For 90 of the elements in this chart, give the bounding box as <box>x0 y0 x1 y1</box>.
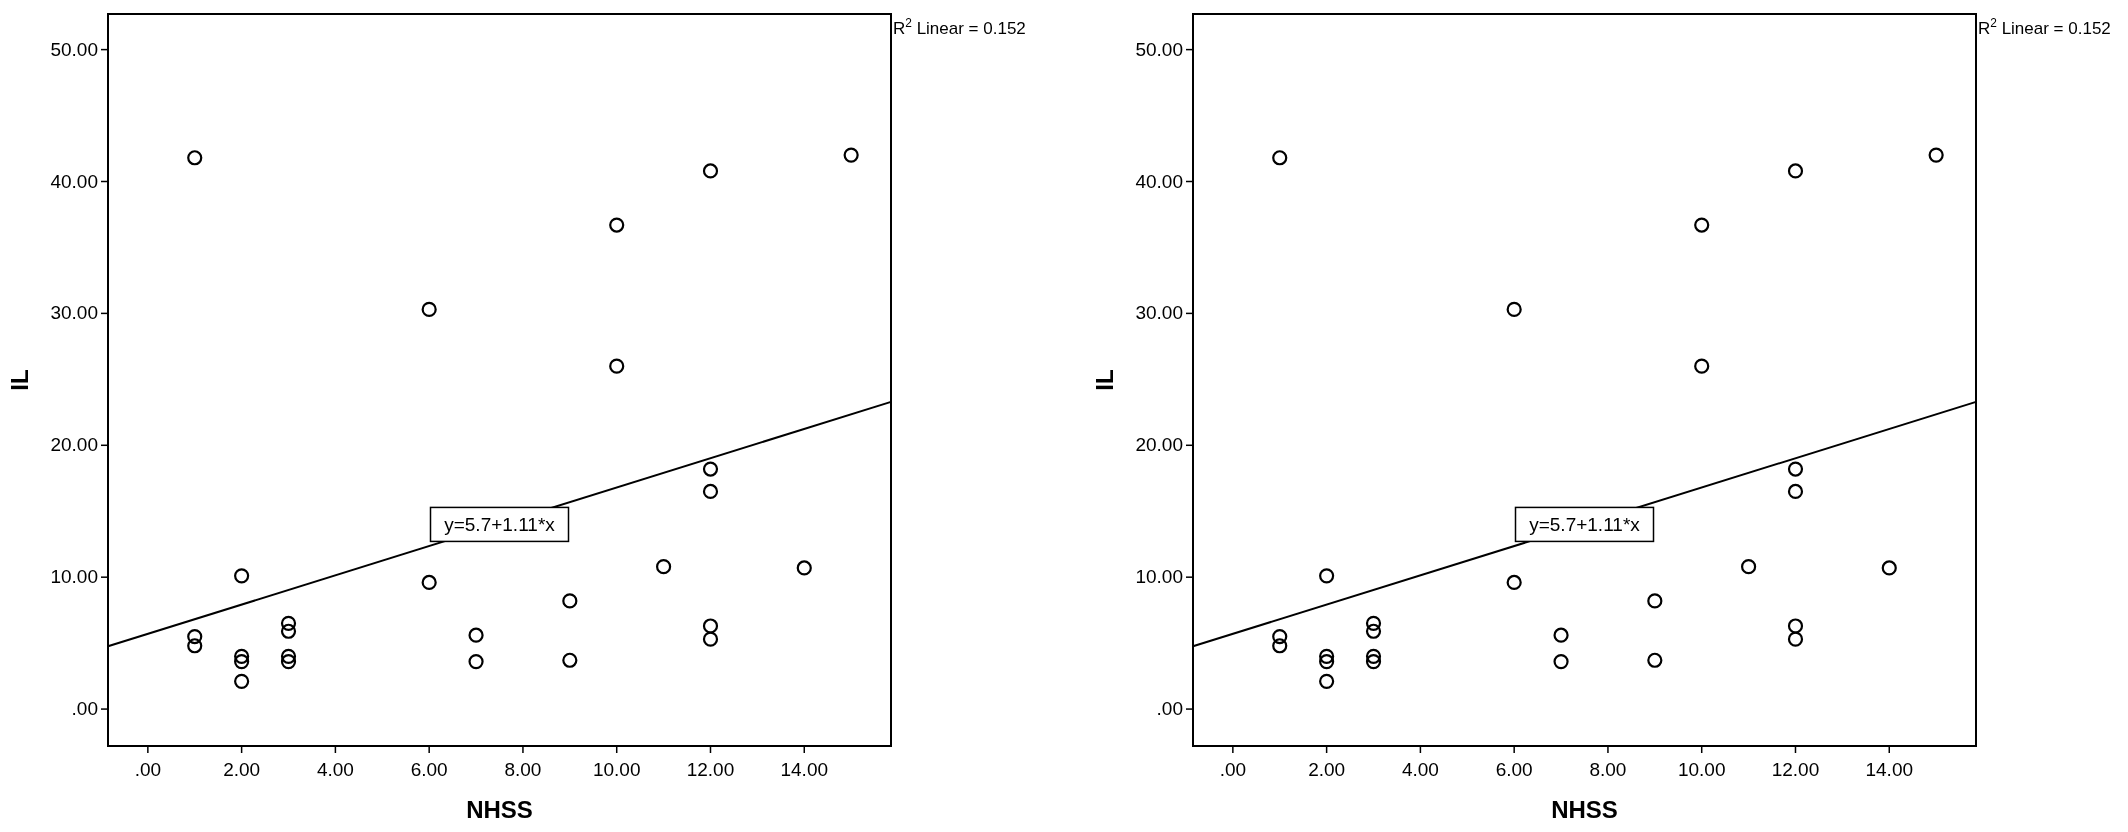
point <box>1787 461 1804 477</box>
y-tick-label: 50.00 <box>50 38 98 60</box>
point <box>1272 638 1288 654</box>
y-tick-label: .00 <box>71 698 98 720</box>
point <box>843 147 859 163</box>
point <box>702 618 719 634</box>
y-tick-label: 20.00 <box>1135 434 1183 456</box>
point <box>187 638 203 654</box>
x-tick-label: 8.00 <box>504 759 542 780</box>
y-axis-title: IL <box>6 369 33 391</box>
point <box>234 568 250 584</box>
x-axis-title: NHSS <box>466 796 533 823</box>
point <box>280 623 297 639</box>
y-tick-label: 30.00 <box>50 302 98 324</box>
point <box>468 653 484 670</box>
x-tick-label: 10.00 <box>592 759 641 780</box>
point <box>1506 301 1522 318</box>
point <box>1319 648 1335 664</box>
x-tick-label: .00 <box>134 759 162 780</box>
point <box>1787 483 1804 500</box>
x-tick-label: 10.00 <box>1677 759 1726 780</box>
point <box>1272 150 1288 166</box>
text: R$^{2}$ Linear = 0.152 <box>893 16 1026 38</box>
x-tick-label: 14.00 <box>780 759 829 780</box>
point <box>1647 652 1663 668</box>
point <box>421 574 437 591</box>
point <box>1647 593 1663 609</box>
point <box>609 217 625 233</box>
y-tick-label: 40.00 <box>50 170 98 192</box>
x-tick-label: 12.00 <box>1771 759 1820 780</box>
point <box>280 648 297 664</box>
point <box>1694 358 1710 374</box>
x-tick-label: 4.00 <box>1401 759 1439 780</box>
point <box>1553 653 1569 670</box>
point <box>234 673 250 689</box>
point <box>702 163 719 179</box>
point <box>1553 627 1569 643</box>
point <box>1365 623 1382 639</box>
x-tick-label: 14.00 <box>1865 759 1914 780</box>
point <box>468 627 484 643</box>
point <box>702 483 719 500</box>
point <box>1365 615 1382 631</box>
point <box>1694 217 1710 233</box>
point <box>280 615 297 631</box>
point <box>421 301 437 318</box>
point <box>234 648 250 664</box>
point <box>1365 648 1382 664</box>
point <box>187 150 203 166</box>
point <box>1319 653 1335 670</box>
annotation: y=5.7+1.11*x <box>444 514 556 536</box>
point <box>609 358 625 374</box>
x-tick-label: 2.00 <box>223 759 261 780</box>
point <box>702 461 719 477</box>
point <box>1787 163 1804 179</box>
y-tick-label: 50.00 <box>1135 38 1183 60</box>
point <box>1319 673 1335 689</box>
y-tick-label: 30.00 <box>1135 302 1183 324</box>
point <box>187 628 203 645</box>
y-tick-label: .00 <box>1156 698 1183 720</box>
x-tick-label: 8.00 <box>1589 759 1627 780</box>
x-tick-label: 6.00 <box>410 759 448 780</box>
y-tick-label: 40.00 <box>1135 170 1183 192</box>
point <box>1881 560 1897 576</box>
point <box>280 653 297 670</box>
point <box>702 631 719 647</box>
point <box>234 653 250 670</box>
x-tick-label: 6.00 <box>1495 759 1533 780</box>
point <box>1741 559 1757 575</box>
y-tick-label: 10.00 <box>1135 566 1183 588</box>
point <box>1319 568 1335 584</box>
y-axis-title: IL <box>1091 369 1118 391</box>
x-tick-label: .00 <box>1219 759 1247 780</box>
point <box>1928 147 1944 163</box>
point <box>1506 574 1522 591</box>
point <box>1272 628 1288 645</box>
point <box>1787 618 1804 634</box>
point <box>562 652 578 668</box>
point <box>656 559 672 575</box>
annotation: y=5.7+1.11*x <box>1529 514 1641 536</box>
x-tick-label: 12.00 <box>686 759 735 780</box>
x-tick-label: 4.00 <box>316 759 354 780</box>
point <box>796 560 812 576</box>
point <box>1365 653 1382 670</box>
y-tick-label: 20.00 <box>50 434 98 456</box>
text: R$^{2}$ Linear = 0.152 <box>1978 16 2111 38</box>
y-tick-label: 10.00 <box>50 566 98 588</box>
point <box>1787 631 1804 647</box>
point <box>562 593 578 609</box>
x-axis-title: NHSS <box>1551 796 1618 823</box>
x-tick-label: 2.00 <box>1308 759 1346 780</box>
